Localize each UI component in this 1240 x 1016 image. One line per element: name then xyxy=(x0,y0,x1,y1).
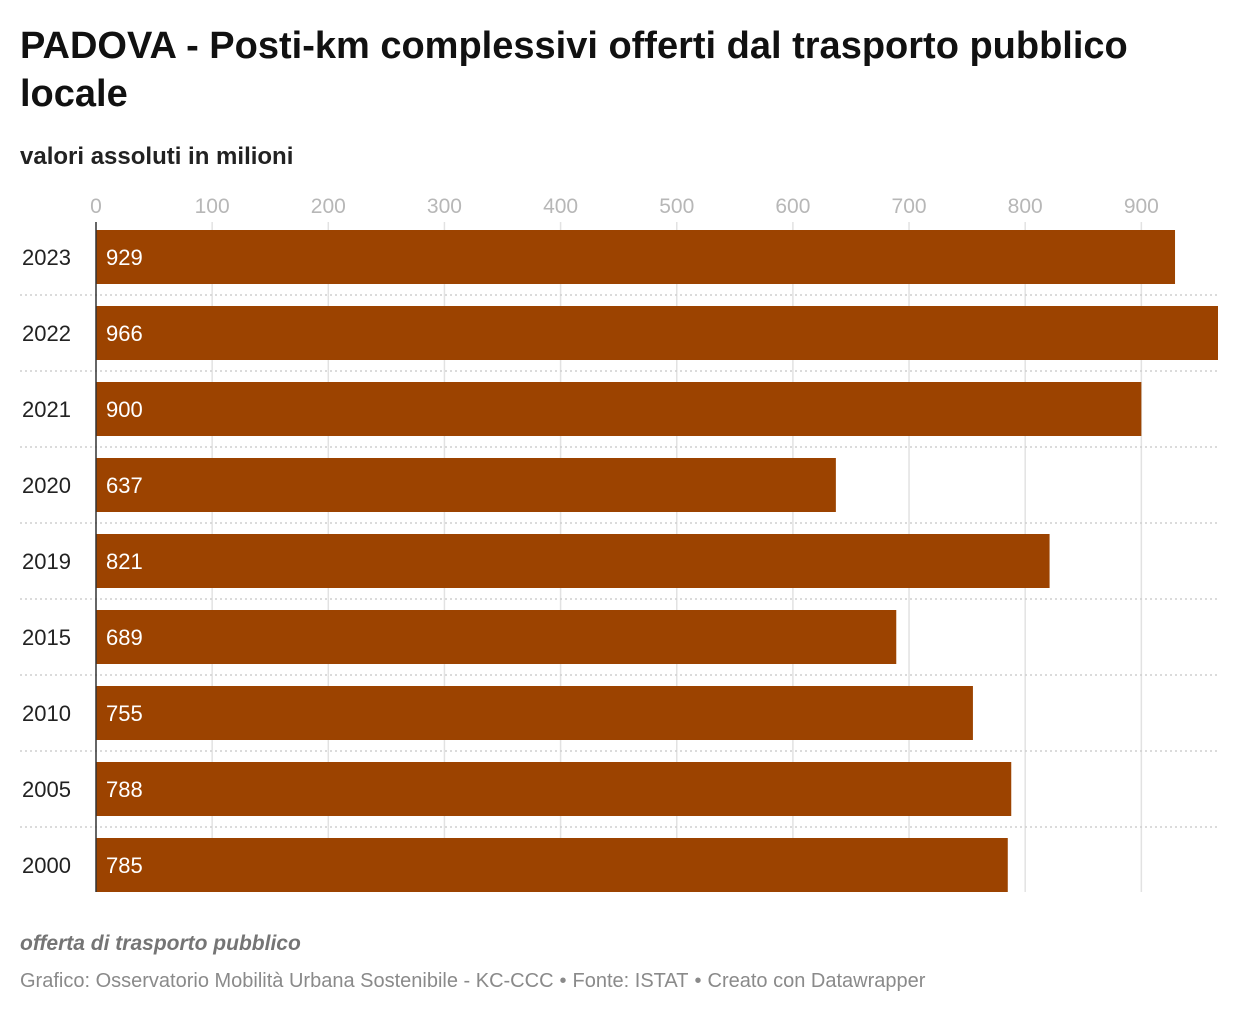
value-label: 755 xyxy=(106,701,143,726)
value-label: 900 xyxy=(106,397,143,422)
x-tick-label: 900 xyxy=(1124,195,1159,218)
bars xyxy=(96,230,1218,892)
bar xyxy=(96,534,1050,588)
bar xyxy=(96,230,1176,284)
value-label: 785 xyxy=(106,853,143,878)
category-label: 2015 xyxy=(22,625,71,650)
chart-source: Fonte: ISTAT xyxy=(572,970,689,992)
footer-separator: • xyxy=(559,970,567,992)
x-tick-label: 800 xyxy=(1008,195,1043,218)
chart-footer: Grafico: Osservatorio Mobilità Urbana So… xyxy=(20,970,925,993)
chart-credit: Grafico: Osservatorio Mobilità Urbana So… xyxy=(20,970,554,992)
value-labels: 929 966 900 637 821 689 755 788 785 xyxy=(106,245,143,878)
category-label: 2005 xyxy=(22,777,71,802)
x-tick-label: 400 xyxy=(543,195,578,218)
bar xyxy=(96,686,973,740)
x-tick-label: 0 xyxy=(90,195,102,218)
x-tick-label: 700 xyxy=(892,195,927,218)
category-label: 2020 xyxy=(22,473,71,498)
bar-chart: 0 100 200 300 400 500 600 700 800 900 20232022202… xyxy=(20,195,1218,892)
category-label: 2010 xyxy=(22,701,71,726)
bar xyxy=(96,458,836,512)
category-labels: 2023 2022 2021 2020 2019 2015 2010 2005 2000 xyxy=(22,245,71,878)
category-label: 2022 xyxy=(22,321,71,346)
x-tick-label: 200 xyxy=(311,195,346,218)
x-tick-label: 500 xyxy=(659,195,694,218)
category-label: 2023 xyxy=(22,245,71,270)
chart-title: PADOVA - Posti-km complessivi offerti da… xyxy=(20,25,1128,115)
chart-subtitle: valori assoluti in milioni xyxy=(20,143,294,170)
value-label: 788 xyxy=(106,777,143,802)
x-tick-label: 300 xyxy=(427,195,462,218)
footer-separator: • xyxy=(694,970,702,992)
value-label: 637 xyxy=(106,473,143,498)
bar xyxy=(96,382,1142,436)
value-label: 821 xyxy=(106,549,143,574)
bar xyxy=(96,762,1012,816)
category-label: 2021 xyxy=(22,397,71,422)
value-label: 689 xyxy=(106,625,143,650)
x-axis-ticks: 0 100 200 300 400 500 600 700 800 900 xyxy=(90,195,1159,218)
category-label: 2000 xyxy=(22,853,71,878)
chart-note: offerta di trasporto pubblico xyxy=(20,932,301,955)
created-with-datawrapper: Creato con Datawrapper xyxy=(707,970,926,992)
x-tick-label: 100 xyxy=(195,195,230,218)
value-label: 966 xyxy=(106,321,143,346)
bar xyxy=(96,610,897,664)
category-label: 2019 xyxy=(22,549,71,574)
x-tick-label: 600 xyxy=(775,195,810,218)
value-label: 929 xyxy=(106,245,143,270)
bar xyxy=(96,838,1008,892)
bar xyxy=(96,306,1218,360)
